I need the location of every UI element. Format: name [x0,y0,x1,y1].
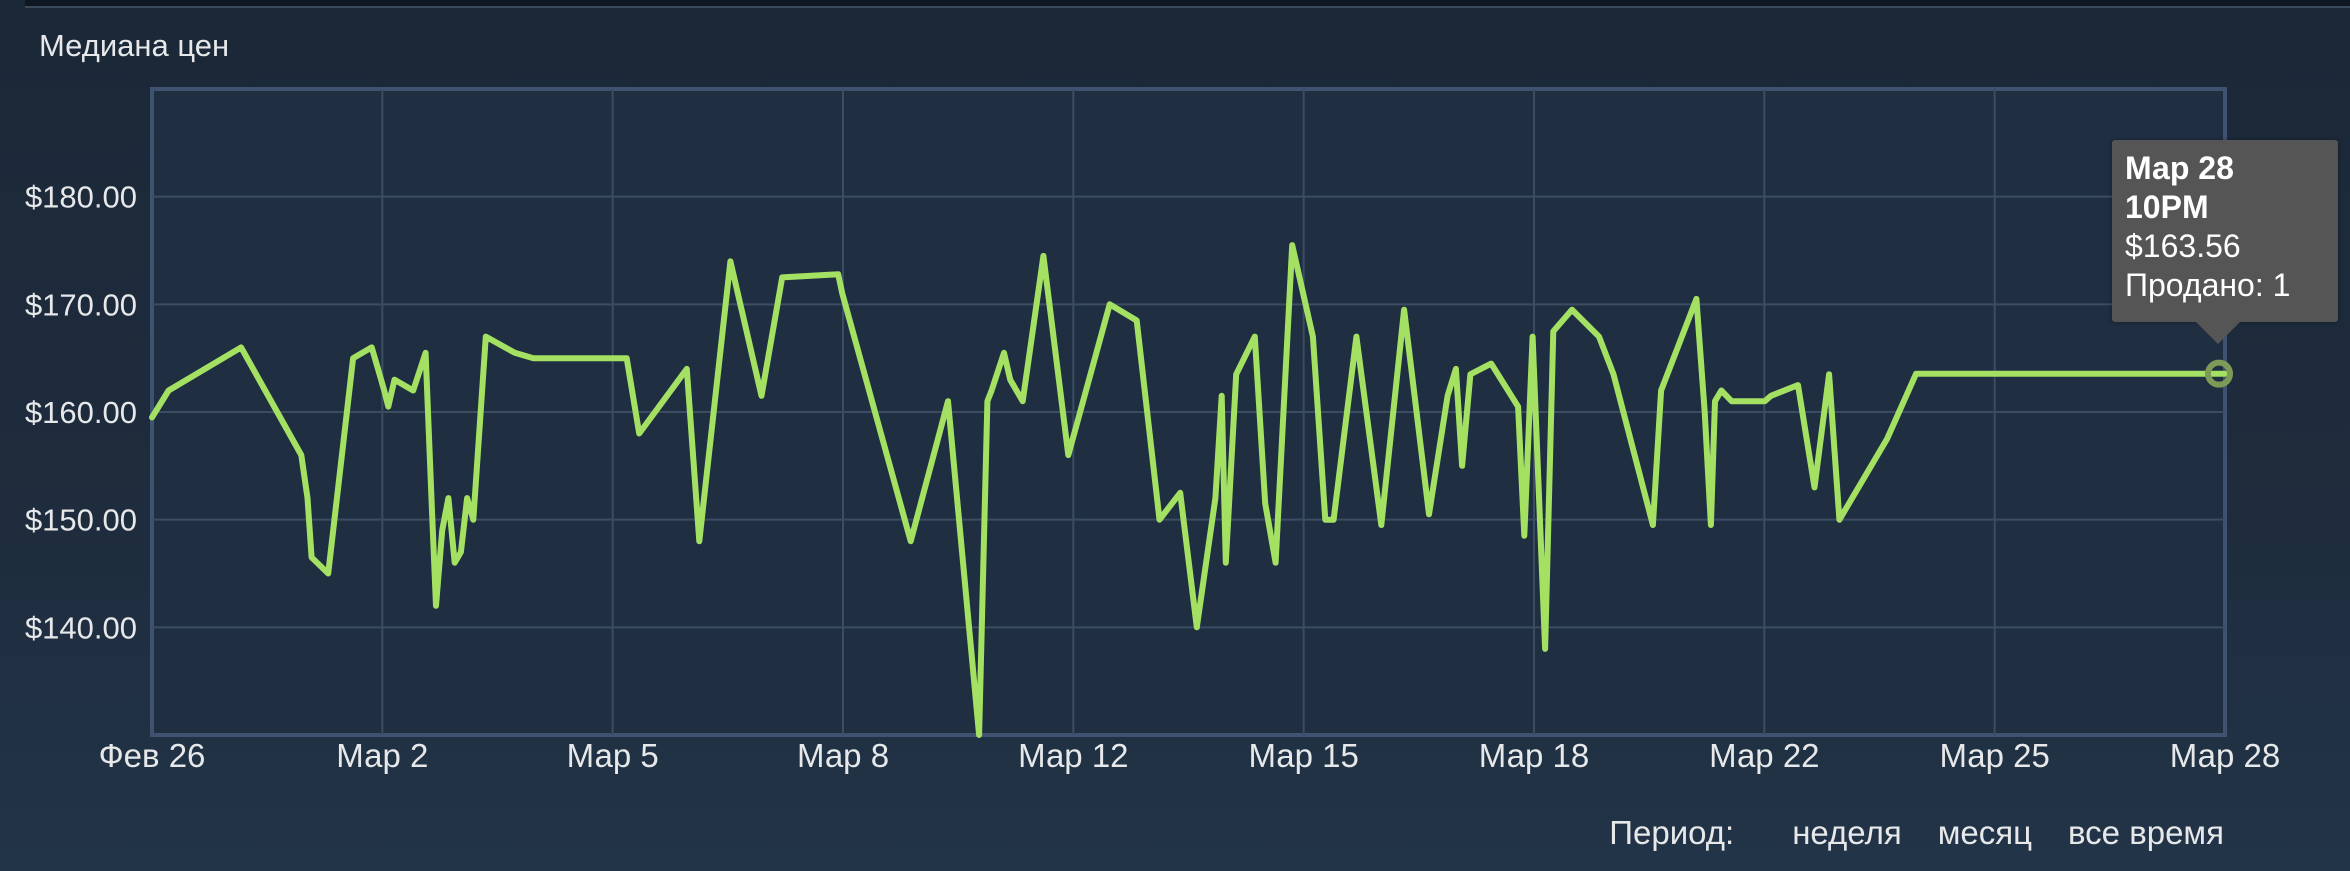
tooltip-sold: Продано: 1 [2125,267,2291,303]
point-tooltip: Мар 28 10PM $163.56 Продано: 1 [2112,140,2338,322]
period-month-link[interactable]: месяц [1937,814,2033,851]
hover-point-marker [2205,359,2233,388]
y-tick-label: $180.00 [25,180,137,215]
x-tick-label: Мар 5 [567,737,659,774]
tooltip-price: $163.56 [2125,228,2241,264]
y-tick-label: $170.00 [25,287,137,322]
x-tick-label: Мар 8 [797,737,889,774]
top-divider [25,0,2350,8]
x-tick-label: Мар 18 [1479,737,1589,774]
y-tick-label: $140.00 [25,610,137,645]
series-line [149,242,2228,738]
x-axis: Фев 26 Мар 2 Мар 5 Мар 8 Мар 12 Мар 15 Мар 18 М… [99,737,2281,774]
period-week-link[interactable]: неделя [1792,814,1902,851]
tooltip-date: Мар 28 [2125,150,2234,186]
x-tick-label: Мар 2 [336,737,428,774]
x-tick-label: Мар 22 [1709,737,1819,774]
x-tick-label: Мар 28 [2170,737,2280,774]
y-axis: $140.00 $150.00 $160.00 $170.00 $180.00 [25,180,137,646]
y-tick-label: $150.00 [25,503,137,538]
period-all-time-link[interactable]: все время [2068,814,2224,851]
x-tick-label: Мар 12 [1018,737,1128,774]
y-tick-label: $160.00 [25,395,137,430]
period-selector: Период: неделя месяц все время [1609,814,2224,852]
period-label: Период: [1609,814,1735,851]
tooltip-pointer [2196,322,2240,344]
tooltip-time: 10PM [2125,189,2209,225]
grid [152,89,2225,735]
x-tick-label: Мар 15 [1248,737,1358,774]
x-tick-label: Мар 25 [1939,737,2049,774]
x-tick-label: Фев 26 [99,737,206,774]
chart-title: Медиана цен [39,28,230,63]
